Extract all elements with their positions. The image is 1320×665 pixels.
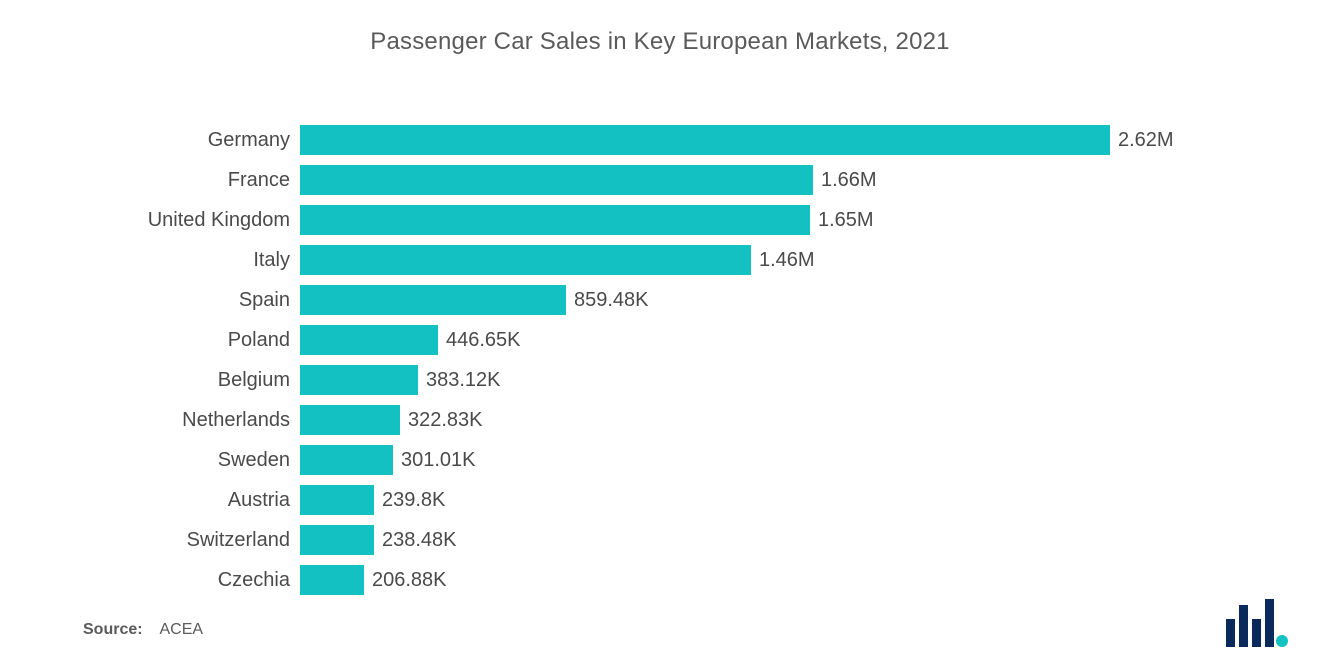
bar-row: Sweden 301.01K bbox=[0, 440, 1320, 480]
value-label: 322.83K bbox=[408, 409, 483, 432]
bar bbox=[300, 365, 418, 395]
category-label: Poland bbox=[0, 329, 300, 352]
bar-wrap: 239.8K bbox=[300, 485, 1320, 515]
bar-wrap: 301.01K bbox=[300, 445, 1320, 475]
value-label: 239.8K bbox=[382, 489, 445, 512]
value-label: 1.66M bbox=[821, 169, 877, 192]
category-label: France bbox=[0, 169, 300, 192]
bar-wrap: 2.62M bbox=[300, 125, 1320, 155]
bar-wrap: 1.46M bbox=[300, 245, 1320, 275]
bar-wrap: 322.83K bbox=[300, 405, 1320, 435]
bar-wrap: 1.66M bbox=[300, 165, 1320, 195]
value-label: 859.48K bbox=[574, 289, 649, 312]
category-label: Spain bbox=[0, 289, 300, 312]
category-label: Austria bbox=[0, 489, 300, 512]
bar-wrap: 446.65K bbox=[300, 325, 1320, 355]
bar-row: Italy 1.46M bbox=[0, 240, 1320, 280]
bar bbox=[300, 445, 393, 475]
bar-row: France 1.66M bbox=[0, 160, 1320, 200]
bar bbox=[300, 565, 364, 595]
category-label: Belgium bbox=[0, 369, 300, 392]
category-label: Czechia bbox=[0, 569, 300, 592]
bar-row: United Kingdom 1.65M bbox=[0, 200, 1320, 240]
value-label: 383.12K bbox=[426, 369, 501, 392]
bar bbox=[300, 285, 566, 315]
bar bbox=[300, 165, 813, 195]
value-label: 1.65M bbox=[818, 209, 874, 232]
category-label: United Kingdom bbox=[0, 209, 300, 232]
value-label: 301.01K bbox=[401, 449, 476, 472]
bar-row: Switzerland 238.48K bbox=[0, 520, 1320, 560]
chart-title: Passenger Car Sales in Key European Mark… bbox=[0, 28, 1320, 56]
bar-row: Spain 859.48K bbox=[0, 280, 1320, 320]
value-label: 2.62M bbox=[1118, 129, 1174, 152]
bar-row: Poland 446.65K bbox=[0, 320, 1320, 360]
bar-row: Netherlands 322.83K bbox=[0, 400, 1320, 440]
bar-wrap: 1.65M bbox=[300, 205, 1320, 235]
bar-row: Germany 2.62M bbox=[0, 120, 1320, 160]
bar bbox=[300, 485, 374, 515]
bar bbox=[300, 325, 438, 355]
bar-wrap: 206.88K bbox=[300, 565, 1320, 595]
bar bbox=[300, 205, 810, 235]
source-line: Source: ACEA bbox=[83, 621, 203, 639]
bar bbox=[300, 125, 1110, 155]
category-label: Switzerland bbox=[0, 529, 300, 552]
bar-row: Belgium 383.12K bbox=[0, 360, 1320, 400]
bar-wrap: 383.12K bbox=[300, 365, 1320, 395]
category-label: Netherlands bbox=[0, 409, 300, 432]
chart-plot-area: Germany 2.62M France 1.66M United Kingdom 1.6… bbox=[0, 120, 1320, 600]
bar bbox=[300, 525, 374, 555]
bar bbox=[300, 405, 400, 435]
category-label: Italy bbox=[0, 249, 300, 272]
bar-wrap: 859.48K bbox=[300, 285, 1320, 315]
value-label: 206.88K bbox=[372, 569, 447, 592]
bar-row: Czechia 206.88K bbox=[0, 560, 1320, 600]
category-label: Germany bbox=[0, 129, 300, 152]
bar-row: Austria 239.8K bbox=[0, 480, 1320, 520]
source-label: Source: bbox=[83, 621, 143, 638]
value-label: 446.65K bbox=[446, 329, 521, 352]
value-label: 238.48K bbox=[382, 529, 457, 552]
bar-wrap: 238.48K bbox=[300, 525, 1320, 555]
brand-logo bbox=[1226, 599, 1288, 647]
value-label: 1.46M bbox=[759, 249, 815, 272]
category-label: Sweden bbox=[0, 449, 300, 472]
source-value: ACEA bbox=[159, 621, 203, 638]
bar bbox=[300, 245, 751, 275]
chart-container: Passenger Car Sales in Key European Mark… bbox=[0, 0, 1320, 665]
